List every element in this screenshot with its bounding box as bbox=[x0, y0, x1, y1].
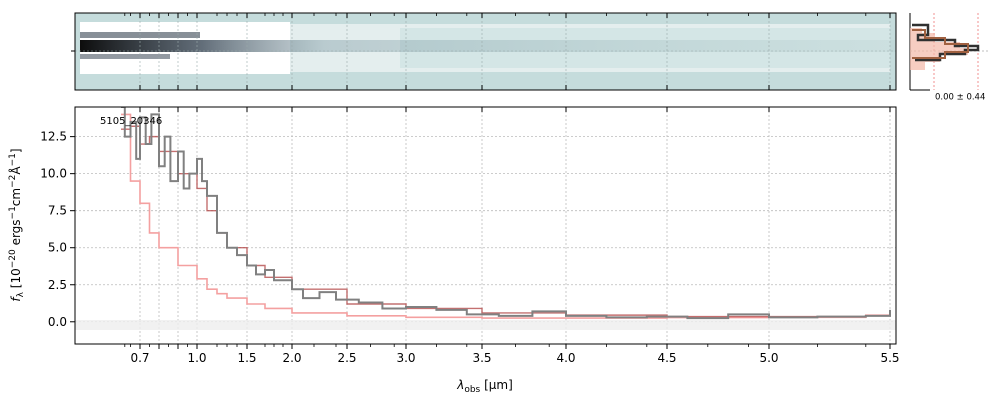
trace-core-3 bbox=[80, 54, 170, 59]
panel-1d-ticks: 0.7 1.0 1.5 2.0 2.5 3.0 3.5 4.0 4.5 5.0 5.5 0.0 2.5 5… bbox=[40, 107, 900, 365]
panel-1d-series bbox=[121, 107, 891, 320]
x-tick-label: 4.0 bbox=[556, 351, 575, 365]
x-tick-label: 5.0 bbox=[759, 351, 778, 365]
x-tick-label: 3.5 bbox=[472, 351, 491, 365]
y-axis-label: fλ [10−20 ergs−1cm−2Å−1] bbox=[8, 148, 26, 301]
zero-band bbox=[75, 320, 896, 330]
x-axis-label: λobs [μm] bbox=[456, 378, 513, 395]
x-tick-label: 1.0 bbox=[187, 351, 206, 365]
y-tick-label: 2.5 bbox=[48, 278, 67, 292]
x-tick-label: 0.7 bbox=[130, 351, 149, 365]
y-tick-label: 10.0 bbox=[40, 167, 67, 181]
x-tick-label: 3.0 bbox=[396, 351, 415, 365]
x-tick-label: 2.5 bbox=[337, 351, 356, 365]
y-tick-label: 7.5 bbox=[48, 204, 67, 218]
series-model-line bbox=[121, 125, 891, 318]
x-tick-label: 5.5 bbox=[880, 351, 899, 365]
profile-annotation: 0.00 ± 0.44 bbox=[935, 93, 985, 103]
x-tick-label: 1.5 bbox=[237, 351, 256, 365]
series-flux-line bbox=[121, 107, 891, 320]
panel-2d-image bbox=[80, 22, 895, 74]
y-tick-label: 5.0 bbox=[48, 241, 67, 255]
panel-1d-grid bbox=[75, 107, 896, 344]
panel-profile: 0.00 ± 0.44 bbox=[909, 13, 990, 103]
panel-2d-spectrum bbox=[71, 12, 897, 91]
profile-model-line bbox=[912, 29, 969, 59]
panel-2d-ticks bbox=[71, 13, 891, 90]
y-tick-label: 0.0 bbox=[48, 315, 67, 329]
panel-1d-spectrum: 0.7 1.0 1.5 2.0 2.5 3.0 3.5 4.0 4.5 5.0 5.5 0.0 2.5 5… bbox=[8, 106, 900, 395]
x-tick-label: 2.0 bbox=[282, 351, 301, 365]
panel-2d-grid bbox=[75, 13, 896, 90]
object-label: 5105_20346 bbox=[100, 116, 162, 127]
series-error-line bbox=[121, 113, 891, 319]
panel-1d-frame bbox=[74, 106, 897, 345]
y-tick-label: 12.5 bbox=[40, 130, 67, 144]
trace-core bbox=[80, 40, 895, 52]
x-tick-label: 4.5 bbox=[657, 351, 676, 365]
